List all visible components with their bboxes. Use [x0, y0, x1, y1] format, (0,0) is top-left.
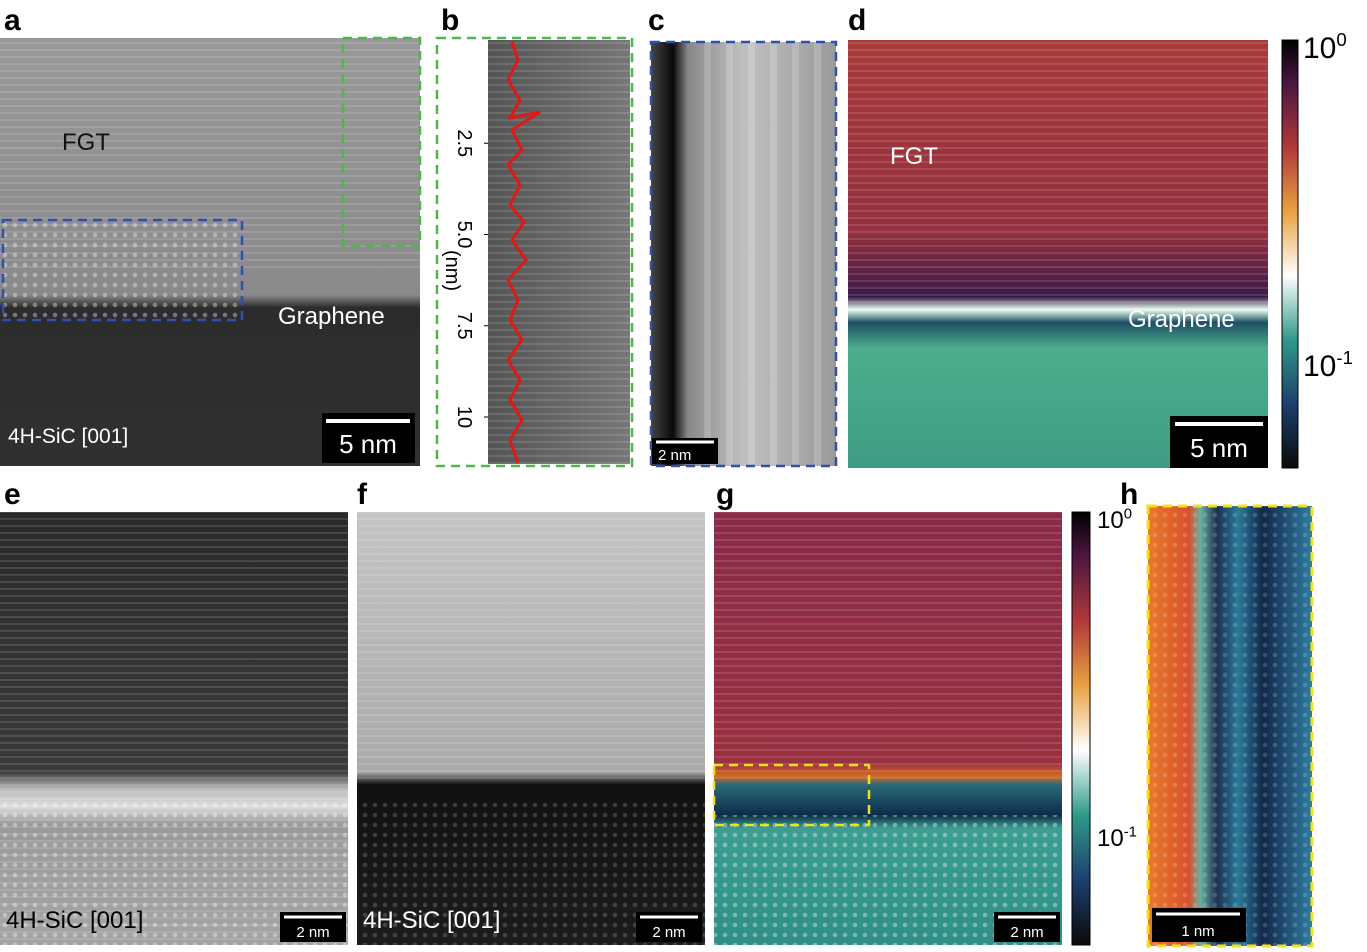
- panel-label: h: [1120, 478, 1138, 511]
- colorbar-tick-label: 100: [1303, 29, 1347, 65]
- base: 10: [1097, 825, 1124, 852]
- colorbar-tick-label: 100: [1097, 506, 1132, 534]
- inset-border: [1146, 504, 1314, 948]
- tick-label: 10: [453, 406, 475, 428]
- tick-label: 2.5: [453, 129, 475, 157]
- axis: 2.5 5.0 7.5 10: [453, 129, 488, 428]
- inset-box: [712, 763, 871, 827]
- scale-bar-label: 2 nm: [658, 447, 691, 464]
- panel-label: a: [4, 4, 21, 37]
- scale-bar-label: 2 nm: [652, 924, 685, 941]
- scale-bar-label: 1 nm: [1181, 923, 1214, 940]
- texture: [1148, 506, 1312, 946]
- base: 10: [1097, 507, 1124, 534]
- texture: [848, 40, 1268, 310]
- annotation: FGT: [890, 143, 938, 170]
- texture: [690, 42, 836, 466]
- panel-label: b: [441, 4, 459, 37]
- exponent: -1: [1336, 347, 1353, 368]
- exponent: 0: [1124, 506, 1132, 522]
- colorbar: [1071, 511, 1091, 946]
- annotation: 4H-SiC [001]: [8, 425, 128, 448]
- intensity-profile: [506, 41, 541, 464]
- scale-bar-label: 5 nm: [339, 429, 397, 459]
- axis-label: (nm): [441, 250, 463, 291]
- texture: [357, 512, 705, 782]
- panel-label: f: [357, 478, 368, 511]
- inset-border: [649, 40, 838, 468]
- exponent: -1: [1124, 824, 1137, 840]
- colorbar-tick-label: 10-1: [1303, 347, 1353, 383]
- annotation: Graphene: [1128, 306, 1235, 333]
- scale-bar-label: 5 nm: [1190, 433, 1248, 463]
- annotation: FGT: [62, 129, 110, 156]
- panel-label: c: [648, 4, 665, 37]
- colorbar-tick-label: 10-1: [1097, 824, 1137, 852]
- annotation: 4H-SiC [001]: [6, 907, 143, 934]
- scale-bar-label: 2 nm: [296, 924, 329, 941]
- inset-box: [1, 218, 244, 322]
- tick-label: 5.0: [453, 221, 475, 249]
- panel-label: g: [716, 478, 734, 511]
- exponent: 0: [1336, 29, 1346, 50]
- tick-label: 7.5: [453, 312, 475, 340]
- scale-bar-label: 2 nm: [1010, 924, 1043, 941]
- base: 10: [1303, 350, 1336, 383]
- panel-label: e: [4, 478, 21, 511]
- inset-border: [435, 36, 634, 468]
- base: 10: [1303, 32, 1336, 65]
- panel-label: d: [848, 4, 866, 37]
- inset-box: [341, 36, 422, 248]
- texture: [3, 220, 242, 320]
- texture: [714, 512, 1062, 782]
- annotation: Graphene: [278, 303, 385, 330]
- colorbar: [1281, 39, 1299, 469]
- annotation: 4H-SiC [001]: [363, 907, 500, 934]
